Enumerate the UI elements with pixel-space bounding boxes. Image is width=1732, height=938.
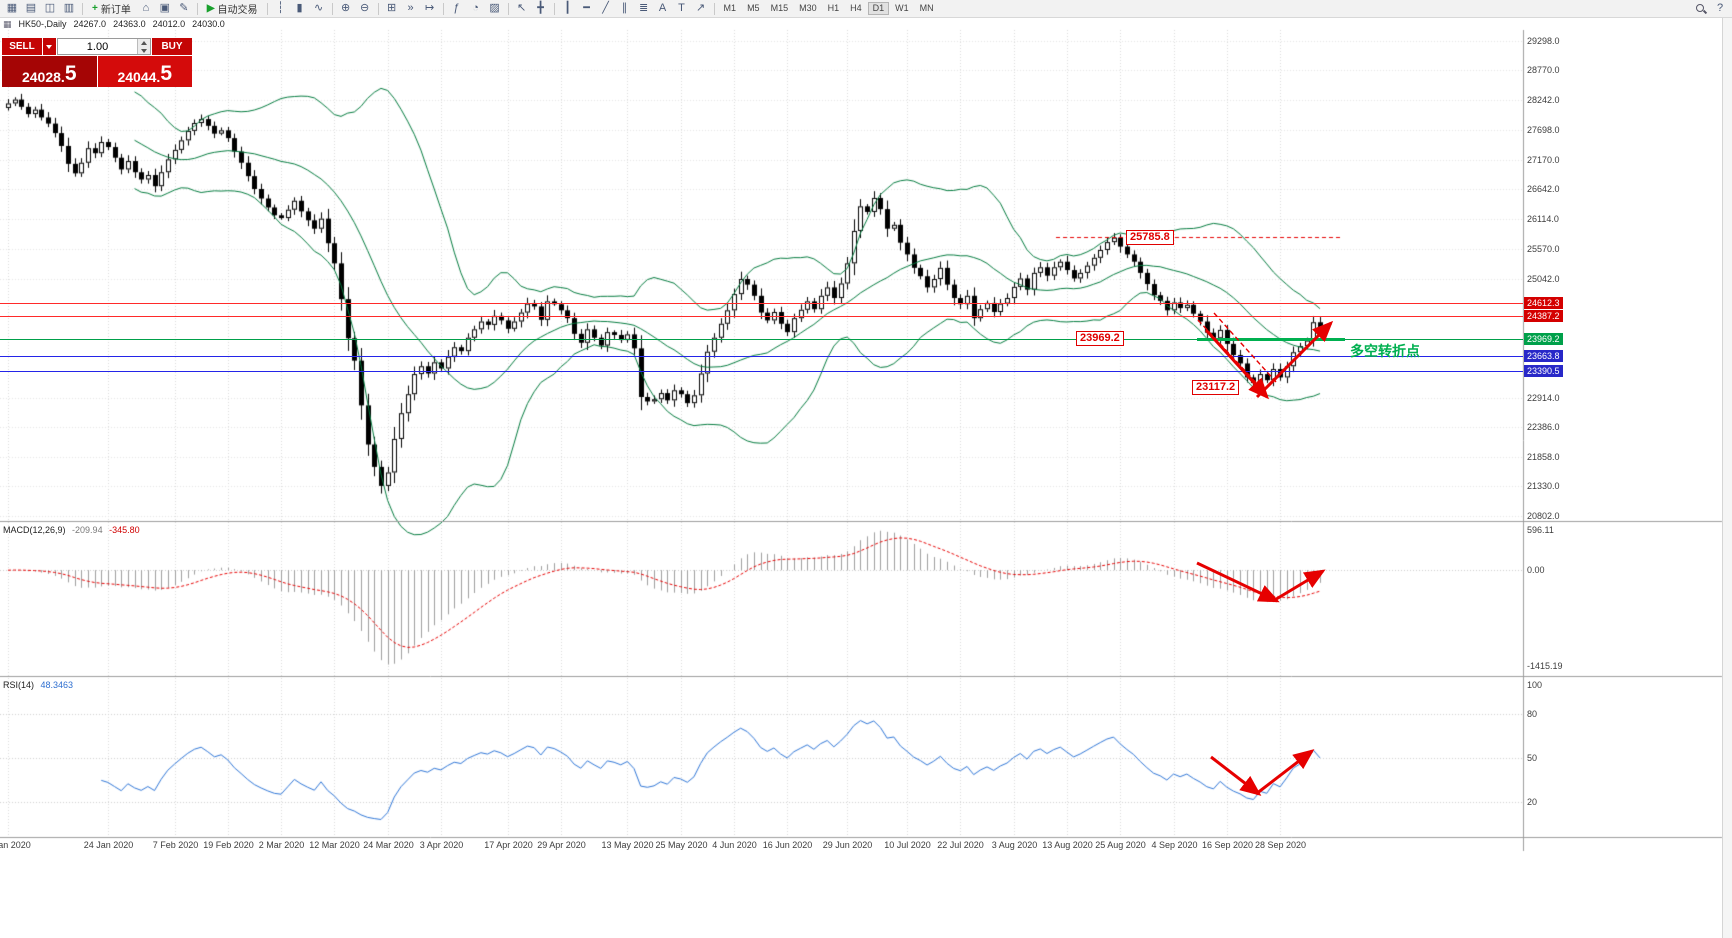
macd-value-signal: -345.80 [109, 525, 140, 535]
chart-window-icon: ▦ [3, 18, 12, 29]
line-chart-icon[interactable]: ∿ [310, 1, 328, 16]
data-window-icon[interactable]: ▥ [60, 1, 78, 16]
ohlc-low: 24012.0 [152, 19, 186, 29]
timeframe-m1-button[interactable]: M1 [719, 2, 742, 15]
zoom-out-icon[interactable]: ⊖ [356, 1, 374, 16]
level-line-23969.2[interactable] [0, 339, 1523, 340]
zoom-in-icon[interactable]: ⊕ [337, 1, 355, 16]
toolbar-separator [553, 2, 555, 15]
price-annotation-23117.2[interactable]: 23117.2 [1192, 380, 1240, 395]
timeframe-m30-button[interactable]: M30 [794, 2, 822, 15]
vertical-line-icon[interactable]: ┃ [559, 1, 577, 16]
one-click-trading-panel: SELL BUY 24028.5 24044.5 [2, 38, 192, 87]
toolbar-separator [507, 2, 509, 15]
indicators-icon[interactable]: ƒ [448, 1, 466, 16]
chart-info-bar: ▦ HK50-,Daily 24267.0 24363.0 24012.0 24… [3, 18, 225, 30]
rsi-header: RSI(14) 48.3463 [3, 680, 73, 690]
sell-dropdown-button[interactable] [43, 38, 56, 55]
market-watch-icon[interactable]: ◫ [41, 1, 59, 16]
cursor-icon[interactable]: ↖ [513, 1, 531, 16]
volume-down-button[interactable] [138, 46, 150, 54]
toolbar-separator [266, 2, 268, 15]
macd-value-main: -209.94 [72, 525, 103, 535]
autotrading-icon: ▶ [206, 3, 215, 14]
label-icon[interactable]: T [673, 1, 691, 16]
new-order-icon: + [92, 3, 98, 14]
candlestick-chart-icon[interactable]: ▮ [291, 1, 309, 16]
sell-price-big-digit: 5 [64, 62, 77, 85]
level-line-24612.3[interactable] [0, 303, 1523, 304]
sell-price-main: 24028. [21, 69, 65, 85]
volume-stepper [57, 38, 151, 55]
volume-input[interactable] [58, 39, 137, 54]
navigator-icon[interactable]: ⌂ [137, 1, 155, 16]
new-chart-icon[interactable]: ▦ [3, 1, 21, 16]
chart-shift-icon[interactable]: ↦ [421, 1, 439, 16]
sell-price[interactable]: 24028. 5 [2, 56, 97, 87]
support-segment[interactable] [1197, 338, 1345, 341]
toolbar-separator [377, 2, 379, 15]
terminal-icon[interactable]: ▣ [156, 1, 174, 16]
auto-scroll-icon[interactable]: » [402, 1, 420, 16]
toolbar-separator [82, 2, 83, 15]
macd-label: MACD(12,26,9) [3, 525, 66, 535]
timeframe-h4-button[interactable]: H4 [845, 2, 867, 15]
ohlc-open: 24267.0 [73, 19, 107, 29]
crosshair-icon[interactable]: ╋ [532, 1, 550, 16]
timeframe-m5-button[interactable]: M5 [742, 2, 765, 15]
buy-button[interactable]: BUY [152, 38, 192, 55]
strategy-tester-icon[interactable]: ✎ [175, 1, 193, 16]
buy-price-main: 24044. [117, 69, 161, 85]
level-line-23390.5[interactable] [0, 371, 1523, 372]
search-icon[interactable] [1692, 1, 1710, 16]
price-annotation-23969.2[interactable]: 23969.2 [1076, 331, 1124, 346]
buy-price[interactable]: 24044. 5 [97, 56, 192, 87]
toolbar-separator [442, 2, 444, 15]
buy-price-big-digit: 5 [160, 62, 172, 85]
volume-up-button[interactable] [138, 39, 150, 47]
arrows-tool-icon[interactable]: ↗ [692, 1, 710, 16]
toolbar-separator [196, 2, 198, 15]
timeframe-m15-button[interactable]: M15 [766, 2, 794, 15]
window-edge [1722, 0, 1732, 938]
periods-icon[interactable]: ◔ [467, 1, 485, 16]
timeframe-h1-button[interactable]: H1 [823, 2, 845, 15]
rsi-label: RSI(14) [3, 680, 35, 690]
level-line-24387.2[interactable] [0, 316, 1523, 317]
help-icon[interactable]: ? [1711, 1, 1729, 16]
fibonacci-icon[interactable]: ≣ [635, 1, 653, 16]
chart-symbol: HK50-,Daily [18, 19, 67, 29]
timeframe-d1-button[interactable]: D1 [867, 2, 890, 15]
tile-windows-icon[interactable]: ⊞ [383, 1, 401, 16]
main-toolbar: ▦ ▤ ◫ ▥ + 新订单 ⌂ ▣ ✎ ▶ 自动交易 ┆ ▮ ∿ ⊕ ⊖ ⊞» ↦ ƒ ◔ ▨ ↖ ╋ ┃ ━ ╱ ∥ ≣ A T ↗ M1 M… [0, 0, 1732, 18]
channel-icon[interactable]: ∥ [616, 1, 634, 16]
timeframe-mn-button[interactable]: MN [915, 2, 939, 15]
ohlc-close: 24030.0 [192, 19, 225, 29]
toolbar-separator [331, 2, 333, 15]
horizontal-line-icon[interactable]: ━ [578, 1, 596, 16]
price-annotation-25785.8[interactable]: 25785.8 [1126, 230, 1174, 245]
templates-icon[interactable]: ▨ [486, 1, 504, 16]
macd-header: MACD(12,26,9) -209.94 -345.80 [3, 525, 140, 535]
rsi-value: 48.3463 [40, 680, 74, 690]
bar-chart-icon[interactable]: ┆ [272, 1, 290, 16]
timeframe-w1-button[interactable]: W1 [890, 2, 914, 15]
toolbar-separator [713, 2, 715, 15]
ohlc-high: 24363.0 [113, 19, 146, 29]
level-line-23663.8[interactable] [0, 356, 1523, 357]
autotrading-button[interactable]: ▶ 自动交易 [202, 1, 263, 16]
sell-button[interactable]: SELL [2, 38, 42, 55]
text-icon[interactable]: A [654, 1, 672, 16]
search-icon [1695, 3, 1707, 15]
new-order-button[interactable]: + 新订单 [87, 1, 136, 16]
trendline-icon[interactable]: ╱ [597, 1, 615, 16]
profiles-icon[interactable]: ▤ [22, 1, 40, 16]
